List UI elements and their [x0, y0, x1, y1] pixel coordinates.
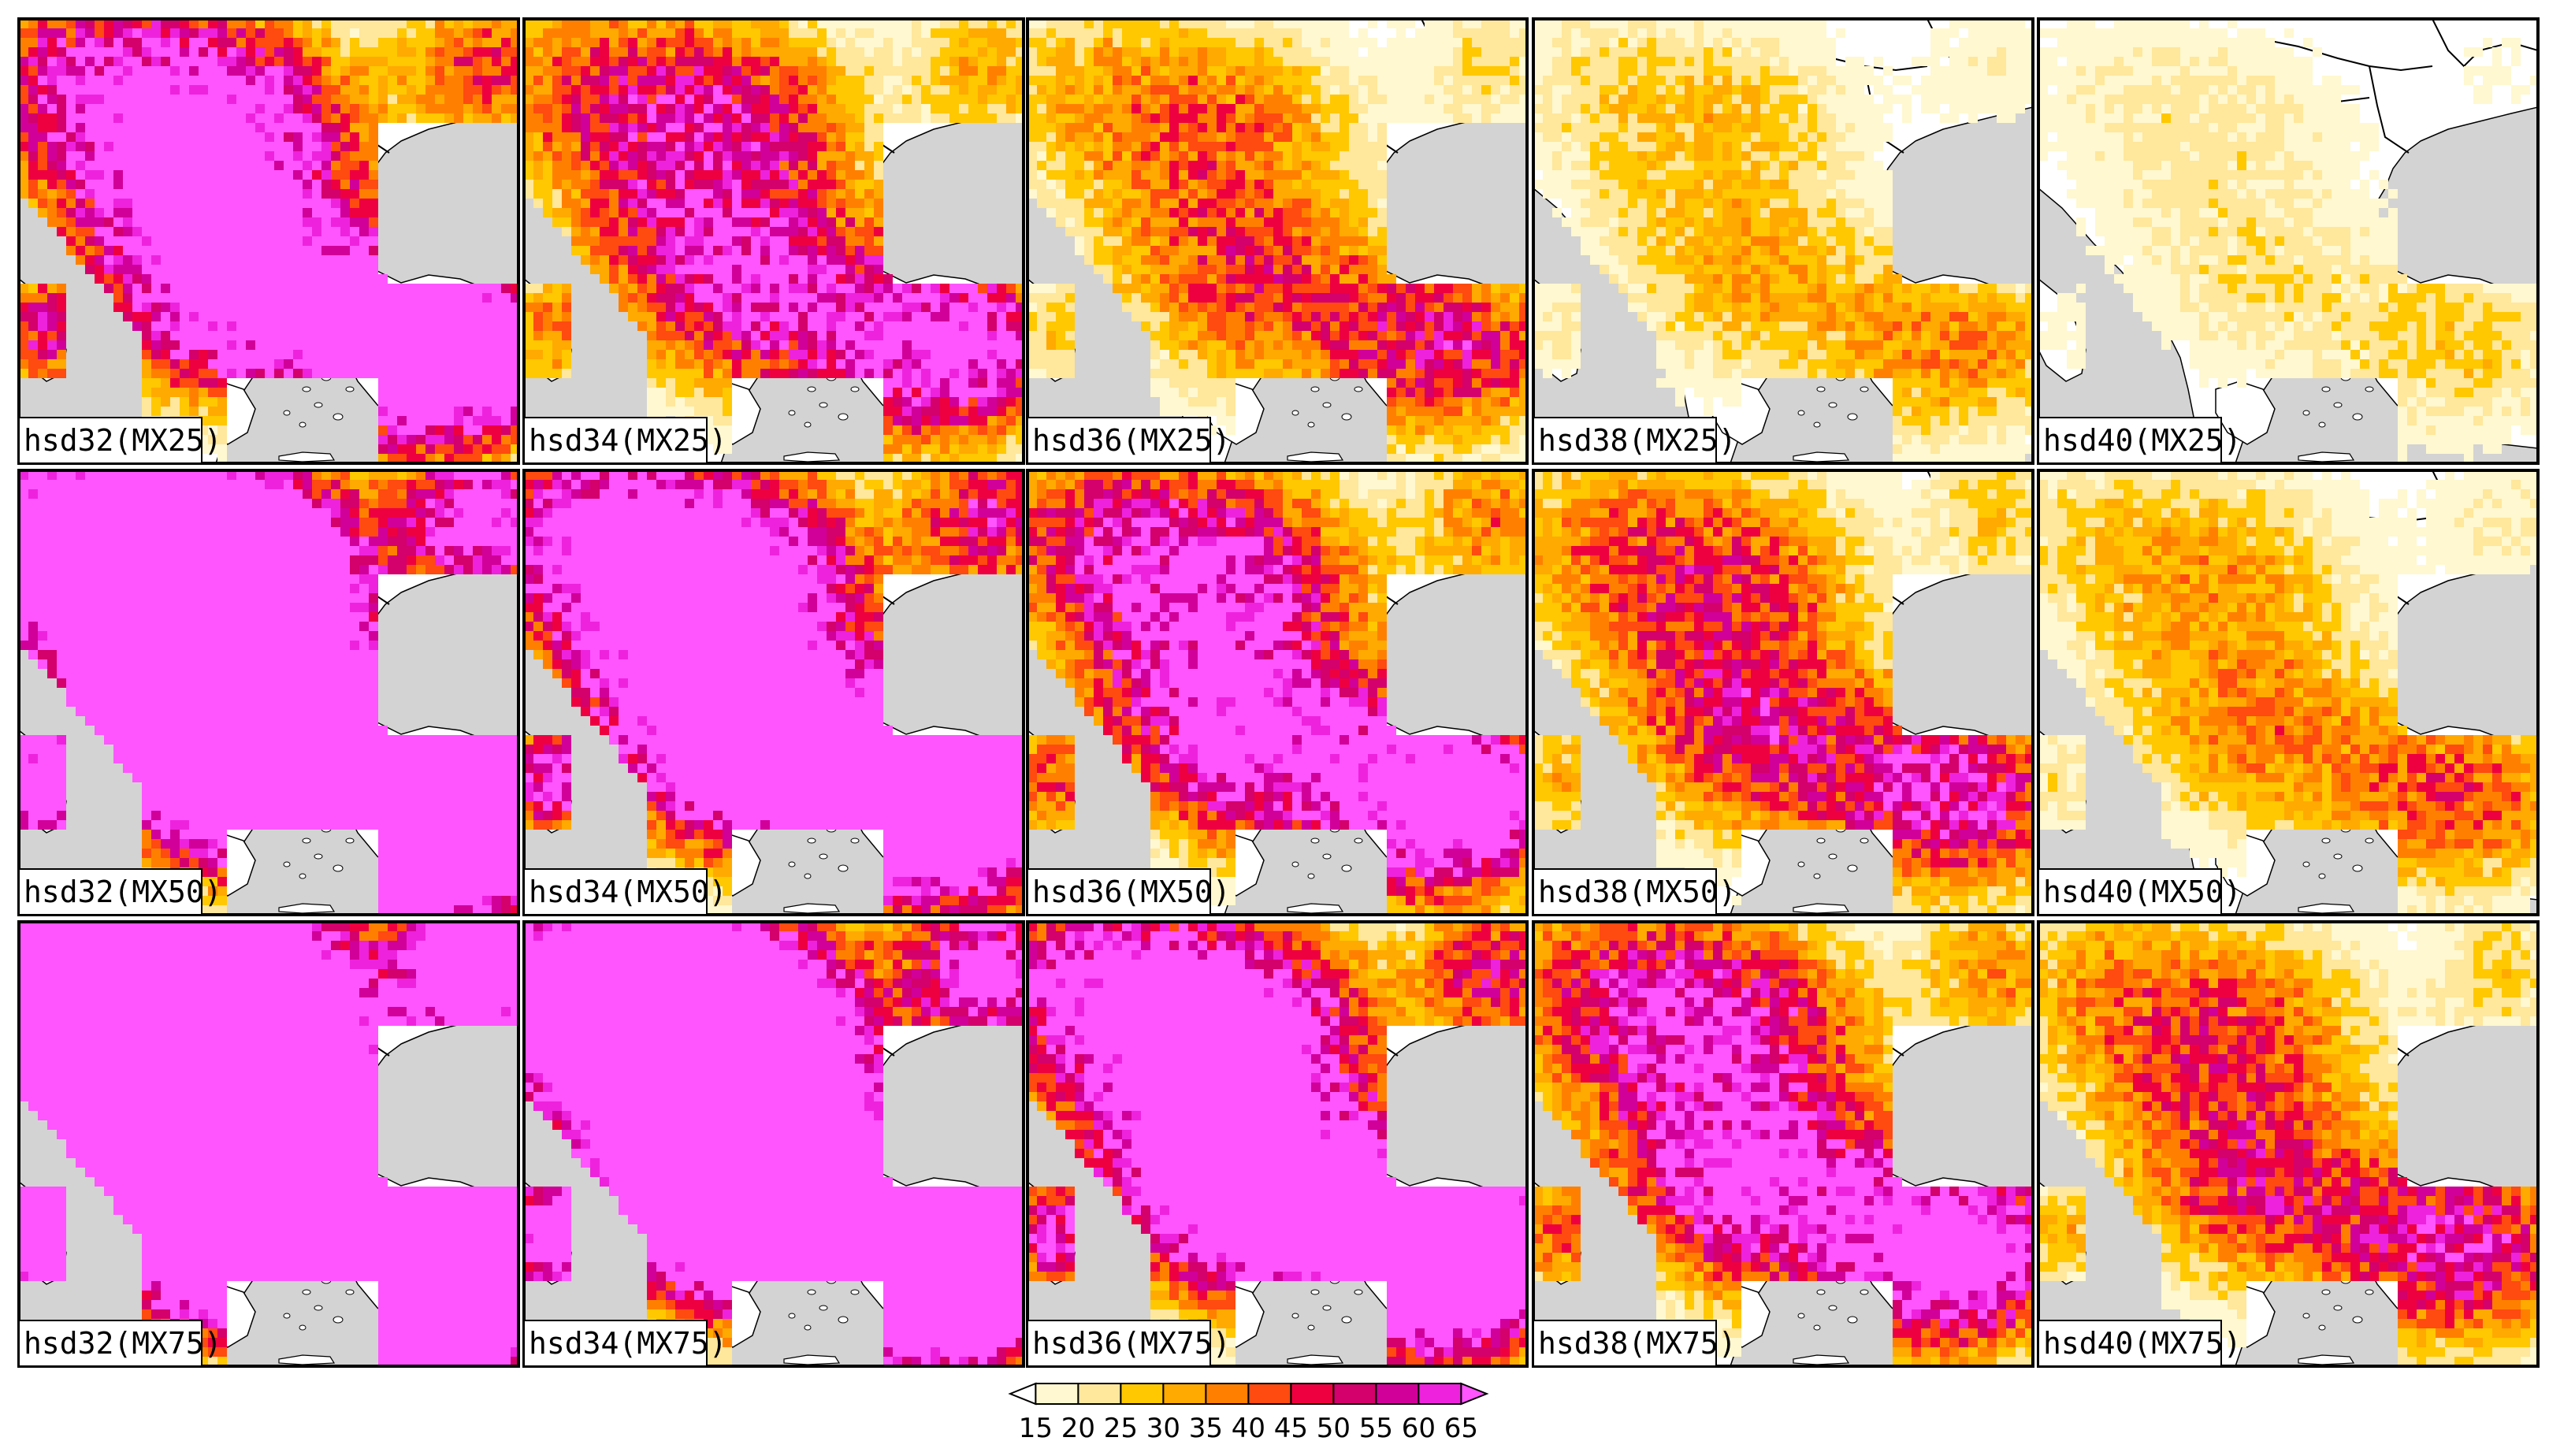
- map-panel: hsd34(MX50): [524, 470, 1025, 915]
- map-panel: hsd32(MX75): [19, 922, 520, 1366]
- colorbar-tick-label: 65: [1444, 1413, 1478, 1444]
- colorbar-tick-label: 40: [1232, 1413, 1265, 1444]
- map-panel: hsd36(MX50): [1027, 470, 1529, 915]
- colorbar-swatch: [1291, 1384, 1333, 1404]
- map-panel: hsd32(MX50): [19, 470, 520, 915]
- colorbar-swatch: [1248, 1384, 1291, 1404]
- panel-label: hsd32(MX25): [24, 423, 222, 458]
- map-panel: hsd32(MX25): [19, 19, 520, 463]
- colorbar-low-arrow: [1010, 1384, 1035, 1404]
- panel-label: hsd40(MX75): [2043, 1326, 2242, 1361]
- map-panel: hsd40(MX25): [2038, 19, 2540, 463]
- map-panel: hsd38(MX75): [1533, 922, 2034, 1366]
- colorbar-tick-label: 60: [1402, 1413, 1436, 1444]
- map-panel: hsd36(MX25): [1027, 19, 1529, 463]
- panel-label: hsd34(MX75): [529, 1326, 727, 1361]
- map-panel: hsd40(MX75): [2038, 922, 2540, 1366]
- colorbar-swatch: [1418, 1384, 1461, 1404]
- colorbar-swatch: [1333, 1384, 1376, 1404]
- panel-label: hsd36(MX50): [1032, 875, 1231, 909]
- colorbar-tick-label: 30: [1146, 1413, 1180, 1444]
- colorbar-swatch: [1035, 1384, 1078, 1404]
- panel-label: hsd36(MX75): [1032, 1326, 1231, 1361]
- map-panel: hsd38(MX50): [1533, 470, 2034, 915]
- panel-label: hsd38(MX25): [1538, 423, 1737, 458]
- colorbar-swatch: [1163, 1384, 1206, 1404]
- colorbar-tick-label: 45: [1274, 1413, 1308, 1444]
- panel-label: hsd32(MX75): [24, 1326, 222, 1361]
- panel-label: hsd38(MX50): [1538, 875, 1737, 909]
- colorbar-tick-label: 50: [1317, 1413, 1351, 1444]
- colorbar-swatch: [1206, 1384, 1248, 1404]
- colorbar-high-arrow: [1461, 1384, 1486, 1404]
- map-panel: hsd36(MX75): [1027, 922, 1529, 1366]
- colorbar-tick-label: 35: [1189, 1413, 1223, 1444]
- map-panel: hsd40(MX50): [2038, 470, 2540, 915]
- colorbar-swatch: [1078, 1384, 1120, 1404]
- colorbar-tick-label: 20: [1061, 1413, 1095, 1444]
- colorbar-swatch: [1120, 1384, 1163, 1404]
- map-panel: hsd38(MX25): [1533, 19, 2034, 463]
- colorbar-tick-label: 55: [1359, 1413, 1393, 1444]
- panel-label: hsd40(MX25): [2043, 423, 2242, 458]
- panel-label: hsd34(MX25): [529, 423, 727, 458]
- colorbar-swatch: [1376, 1384, 1418, 1404]
- colorbar-tick-label: 25: [1104, 1413, 1138, 1444]
- panel-label: hsd32(MX50): [24, 875, 222, 909]
- colorbar: 15 20 25 30 35 40 45 50 55 60 65: [1010, 1384, 1487, 1444]
- map-panel: hsd34(MX75): [524, 922, 1025, 1366]
- map-panel: hsd34(MX25): [524, 19, 1025, 463]
- panel-label: hsd34(MX50): [529, 875, 727, 909]
- panel-label: hsd38(MX75): [1538, 1326, 1737, 1361]
- colorbar-tick-label: 15: [1019, 1413, 1053, 1444]
- panel-label: hsd40(MX50): [2043, 875, 2242, 909]
- panel-label: hsd36(MX25): [1032, 423, 1231, 458]
